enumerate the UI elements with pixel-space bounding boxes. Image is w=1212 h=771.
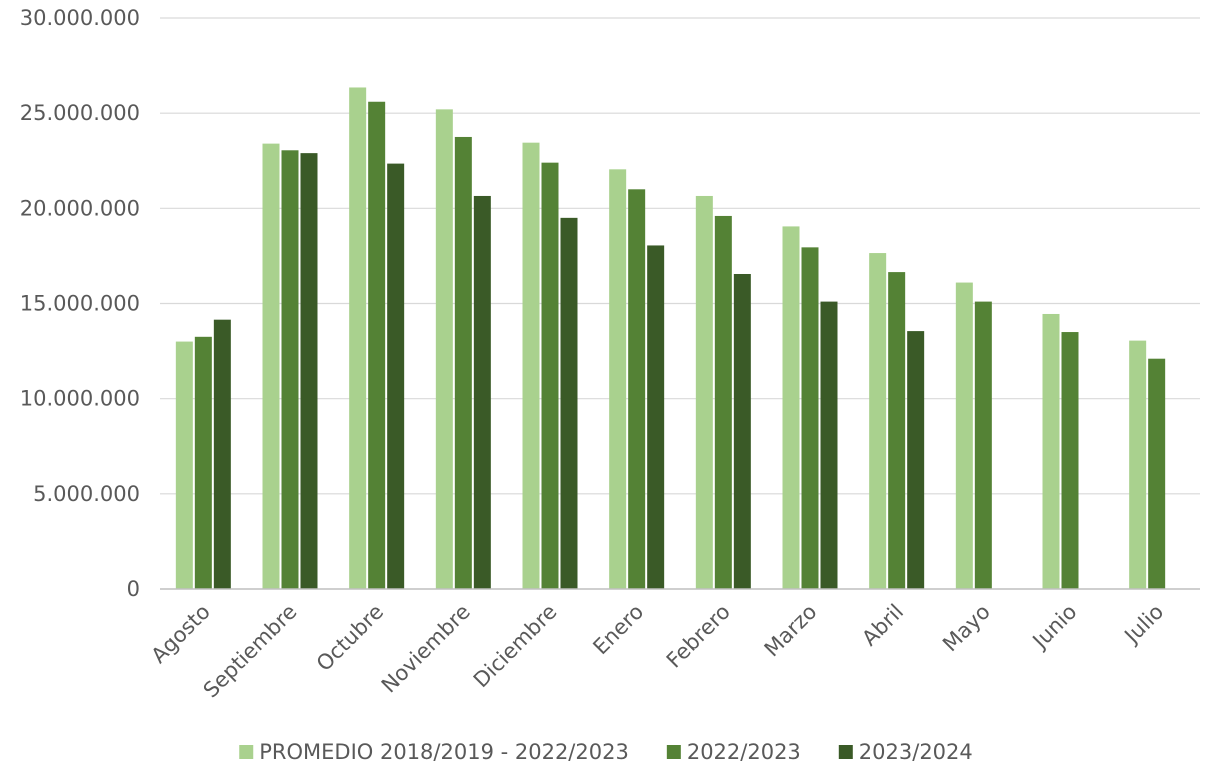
bar-1-julio [1129, 340, 1147, 589]
x-category-label: Abril [857, 600, 908, 651]
x-category-label: Noviembre [377, 600, 475, 698]
bar-1-septiembre [262, 143, 280, 589]
y-tick-label: 30.000.000 [20, 6, 140, 30]
bar-1-abril [869, 253, 887, 590]
bar-1-mayo [955, 282, 973, 589]
bar-3-febrero [733, 273, 751, 589]
bar-3-octubre [387, 163, 405, 590]
x-category-label: Febrero [662, 600, 735, 673]
bar-2-julio [1148, 358, 1166, 589]
bar-2-febrero [714, 215, 732, 590]
x-category-label: Julio [1119, 600, 1169, 650]
bar-2-noviembre [454, 136, 472, 590]
bar-2-octubre [368, 101, 386, 589]
legend: PROMEDIO 2018/2019 - 2022/2023 2022/2023 2… [239, 740, 973, 764]
bar-3-noviembre [473, 195, 491, 589]
bar-1-diciembre [522, 142, 540, 589]
bar-3-abril [907, 331, 925, 589]
bar-2-junio [1061, 332, 1079, 589]
y-tick-label: 0 [127, 577, 140, 601]
legend-item: PROMEDIO 2018/2019 - 2022/2023 [239, 740, 629, 764]
bar-1-noviembre [435, 109, 453, 590]
bar-1-marzo [782, 226, 800, 590]
bar-1-enero [609, 169, 627, 589]
y-tick-label: 5.000.000 [33, 482, 140, 506]
y-tick-label: 25.000.000 [20, 101, 140, 125]
x-category-label: Mayo [938, 600, 995, 657]
bar-1-junio [1042, 313, 1060, 589]
x-category-label: Enero [588, 600, 648, 660]
y-tick-label: 20.000.000 [20, 196, 140, 220]
bar-2-abril [888, 272, 906, 589]
y-tick-label: 15.000.000 [20, 292, 140, 316]
y-axis-tick-labels: 0 5.000.000 10.000.000 15.000.000 20.000.000… [20, 6, 140, 601]
y-tick-label: 10.000.000 [20, 387, 140, 411]
x-category-label: Septiembre [199, 600, 302, 703]
bar-2-diciembre [541, 162, 559, 590]
bar-3-marzo [820, 301, 838, 589]
bar-3-septiembre [300, 153, 318, 590]
bar-1-agosto [175, 341, 193, 589]
bar-2-agosto [194, 336, 212, 589]
legend-swatch [838, 745, 853, 759]
legend-swatch [666, 745, 681, 759]
legend-item: 2023/2024 [838, 740, 973, 764]
legend-label: 2022/2023 [687, 740, 801, 764]
x-category-label: Diciembre [469, 600, 562, 693]
x-category-label: Agosto [147, 600, 215, 668]
x-category-label: Octubre [312, 600, 388, 676]
bar-2-mayo [974, 301, 992, 589]
bar-3-enero [647, 245, 665, 589]
x-category-label: Junio [1027, 600, 1082, 655]
bar-2-enero [628, 189, 646, 590]
bars [175, 87, 1166, 590]
bar-2-marzo [801, 247, 819, 589]
bar-2-septiembre [281, 150, 299, 589]
legend-label: PROMEDIO 2018/2019 - 2022/2023 [259, 740, 629, 764]
bar-3-agosto [213, 319, 231, 589]
gridlines [160, 17, 1200, 495]
x-category-label: Marzo [760, 600, 822, 662]
bar-3-diciembre [560, 217, 578, 589]
legend-swatch [239, 745, 254, 759]
legend-label: 2023/2024 [859, 740, 973, 764]
bar-1-octubre [349, 87, 367, 589]
legend-item: 2022/2023 [666, 740, 801, 764]
bar-1-febrero [695, 195, 713, 589]
